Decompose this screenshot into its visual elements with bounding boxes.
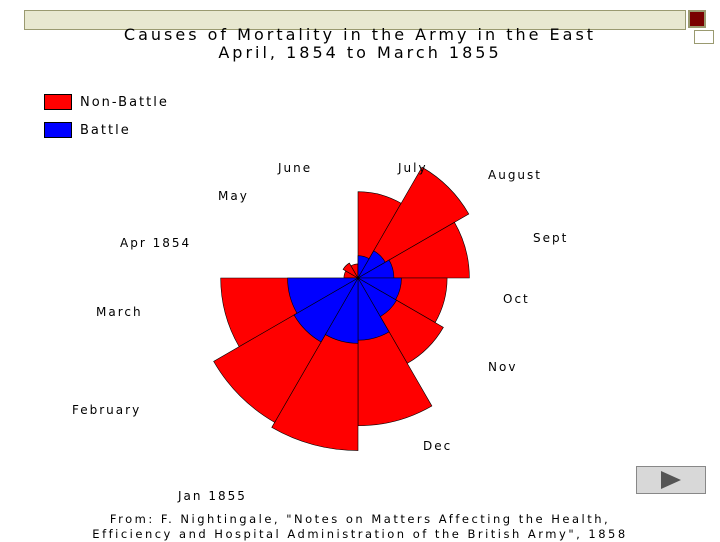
- month-label-nov: Nov: [488, 360, 517, 374]
- month-label-oct: Oct: [503, 292, 530, 306]
- source-line1: From: F. Nightingale, "Notes on Matters …: [109, 512, 611, 526]
- month-label-august: August: [488, 168, 542, 182]
- slide-corner-decoration-outline: [694, 30, 714, 44]
- play-arrow-icon: [661, 471, 681, 489]
- wedge-non-battle-may: [342, 262, 359, 279]
- legend-item-non-battle: Non-Battle: [44, 94, 169, 110]
- slide-corner-decoration: [688, 10, 706, 28]
- legend-item-battle: Battle: [44, 122, 169, 138]
- source-citation: From: F. Nightingale, "Notes on Matters …: [10, 512, 710, 542]
- legend-label-battle: Battle: [80, 122, 131, 138]
- month-label-june: June: [277, 161, 312, 175]
- next-slide-button[interactable]: [636, 466, 706, 494]
- month-label-dec: Dec: [423, 439, 452, 453]
- title-bar: [24, 10, 686, 30]
- wedge-battle-february: [293, 277, 359, 343]
- month-label-apr-1854: Apr 1854: [120, 236, 191, 250]
- legend-swatch-non-battle: [44, 94, 72, 110]
- legend: Non-Battle Battle: [44, 94, 169, 150]
- month-label-sept: Sept: [533, 231, 568, 245]
- wedge-battle-march: [287, 277, 360, 314]
- month-label-jan-1855: Jan 1855: [177, 489, 247, 503]
- month-label-february: February: [72, 403, 141, 417]
- wedge-non-battle-august: [357, 166, 470, 279]
- chart-title-line2: April, 1854 to March 1855: [218, 43, 502, 62]
- source-line2: Efficiency and Hospital Administration o…: [92, 527, 628, 541]
- legend-swatch-battle: [44, 122, 72, 138]
- chart-title-line1: Causes of Mortality in the Army in the E…: [123, 25, 597, 44]
- month-label-march: March: [96, 305, 143, 319]
- legend-label-non-battle: Non-Battle: [80, 94, 169, 110]
- chart-title: Causes of Mortality in the Army in the E…: [30, 26, 690, 62]
- month-label-july: July: [397, 161, 428, 175]
- month-label-may: May: [218, 189, 249, 203]
